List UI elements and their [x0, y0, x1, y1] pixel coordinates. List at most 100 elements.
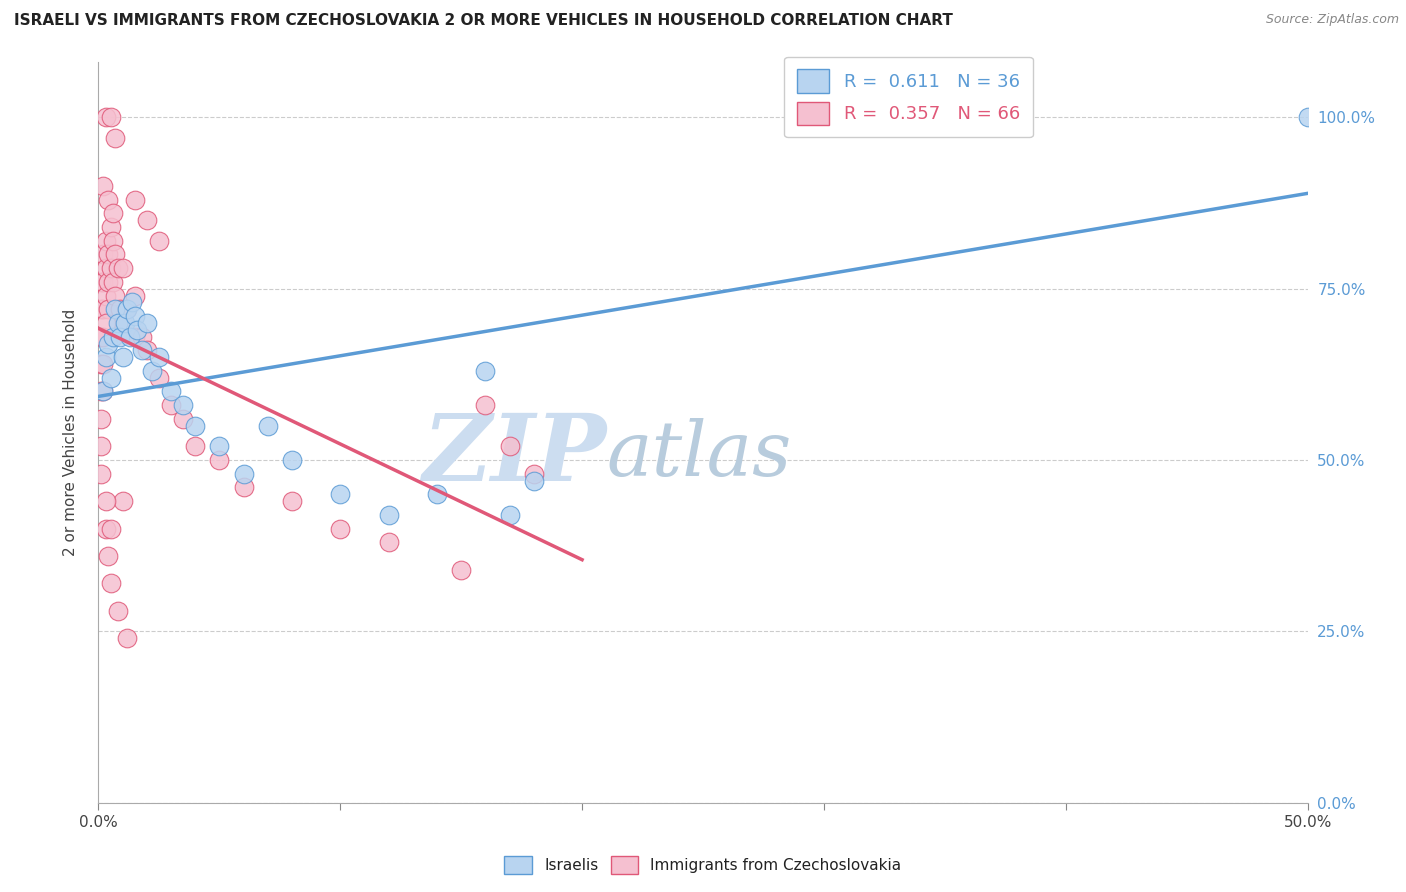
Point: [114, 316, 136, 330]
Legend: Israelis, Immigrants from Czechoslovakia: Israelis, Immigrants from Czechoslovakia: [498, 850, 908, 880]
Point: [97, 247, 120, 261]
Point: [117, 302, 139, 317]
Point: [100, 522, 122, 536]
Point: [160, 384, 183, 399]
Legend: R =  0.611   N = 36, R =  0.357   N = 66: R = 0.611 N = 36, R = 0.357 N = 66: [785, 57, 1032, 137]
Point: [131, 343, 153, 358]
Point: [148, 350, 170, 364]
Point: [498, 439, 520, 453]
Point: [184, 439, 207, 453]
Point: [141, 364, 163, 378]
Point: [90, 412, 112, 426]
Point: [1296, 110, 1319, 124]
Point: [135, 343, 157, 358]
Point: [104, 131, 127, 145]
Point: [208, 453, 231, 467]
Point: [94, 261, 117, 276]
Point: [91, 384, 114, 399]
Point: [1344, 110, 1367, 124]
Point: [131, 329, 153, 343]
Text: ISRAELI VS IMMIGRANTS FROM CZECHOSLOVAKIA 2 OR MORE VEHICLES IN HOUSEHOLD CORREL: ISRAELI VS IMMIGRANTS FROM CZECHOSLOVAKI…: [14, 13, 953, 29]
Point: [377, 508, 399, 522]
Point: [104, 288, 127, 302]
Point: [91, 275, 114, 289]
Point: [107, 261, 129, 276]
Point: [172, 412, 194, 426]
Point: [208, 439, 231, 453]
Point: [107, 316, 129, 330]
Text: Source: ZipAtlas.com: Source: ZipAtlas.com: [1265, 13, 1399, 27]
Point: [124, 309, 146, 323]
Point: [90, 439, 112, 453]
Point: [111, 261, 134, 276]
Point: [94, 494, 117, 508]
Point: [329, 487, 352, 501]
Point: [101, 329, 124, 343]
Point: [117, 302, 139, 317]
Point: [97, 275, 120, 289]
Point: [100, 261, 122, 276]
Point: [108, 329, 131, 343]
Point: [91, 302, 114, 317]
Point: [94, 288, 117, 302]
Point: [111, 494, 134, 508]
Point: [523, 467, 546, 481]
Point: [172, 398, 194, 412]
Point: [108, 302, 131, 317]
Point: [90, 357, 112, 371]
Point: [232, 480, 254, 494]
Text: ZIP: ZIP: [422, 409, 606, 500]
Point: [94, 234, 117, 248]
Point: [124, 288, 146, 302]
Point: [135, 316, 157, 330]
Point: [281, 494, 304, 508]
Point: [91, 384, 114, 399]
Point: [426, 487, 449, 501]
Point: [91, 357, 114, 371]
Point: [97, 302, 120, 317]
Point: [90, 329, 112, 343]
Point: [474, 398, 496, 412]
Point: [90, 275, 112, 289]
Point: [100, 110, 122, 124]
Point: [124, 193, 146, 207]
Point: [90, 467, 112, 481]
Point: [111, 350, 134, 364]
Point: [104, 247, 127, 261]
Point: [97, 549, 120, 563]
Point: [160, 398, 183, 412]
Point: [94, 522, 117, 536]
Point: [523, 474, 546, 488]
Text: atlas: atlas: [606, 417, 792, 491]
Point: [100, 576, 122, 591]
Point: [377, 535, 399, 549]
Point: [97, 336, 120, 351]
Point: [329, 522, 352, 536]
Y-axis label: 2 or more Vehicles in Household: 2 or more Vehicles in Household: [63, 309, 77, 557]
Point: [232, 467, 254, 481]
Point: [91, 247, 114, 261]
Point: [91, 178, 114, 193]
Point: [90, 384, 112, 399]
Point: [450, 563, 472, 577]
Point: [107, 604, 129, 618]
Point: [281, 453, 304, 467]
Point: [100, 371, 122, 385]
Point: [1393, 110, 1406, 124]
Point: [97, 193, 120, 207]
Point: [148, 234, 170, 248]
Point: [148, 371, 170, 385]
Point: [100, 219, 122, 234]
Point: [184, 418, 207, 433]
Point: [118, 329, 141, 343]
Point: [498, 508, 520, 522]
Point: [135, 213, 157, 227]
Point: [94, 110, 117, 124]
Point: [104, 302, 127, 317]
Point: [111, 316, 134, 330]
Point: [91, 329, 114, 343]
Point: [90, 302, 112, 317]
Point: [124, 329, 146, 343]
Point: [121, 295, 143, 310]
Point: [94, 316, 117, 330]
